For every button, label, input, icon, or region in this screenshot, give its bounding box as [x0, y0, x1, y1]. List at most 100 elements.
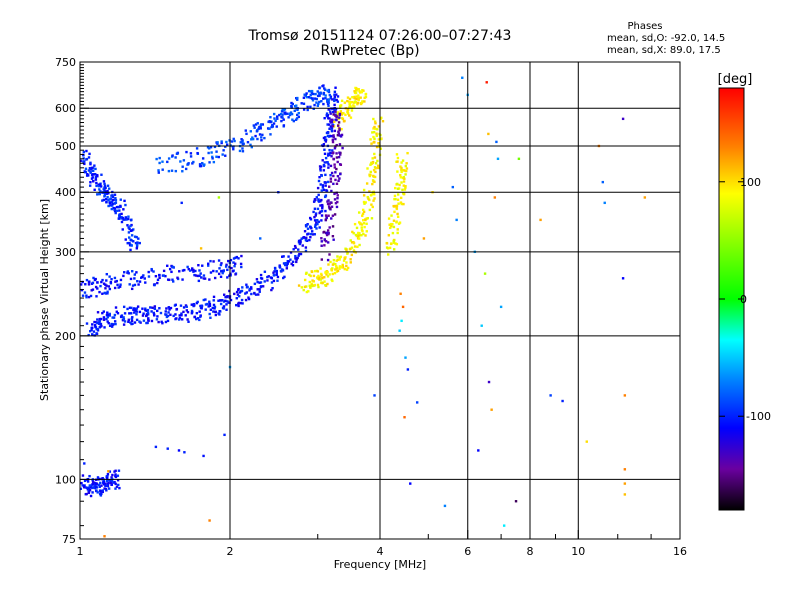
- trace-point: [213, 145, 217, 149]
- trace-point: [124, 216, 127, 219]
- trace-point: [318, 100, 321, 104]
- scatter-point: [514, 500, 518, 503]
- trace-point: [253, 282, 257, 286]
- trace-point: [171, 154, 174, 157]
- trace-point: [178, 314, 181, 317]
- trace-point: [97, 183, 100, 186]
- trace-point: [372, 141, 375, 144]
- trace-point: [323, 148, 326, 151]
- trace-point: [128, 312, 131, 315]
- trace-point: [316, 270, 320, 273]
- trace-point: [84, 167, 88, 170]
- trace-point: [278, 113, 281, 117]
- trace-point: [222, 149, 225, 152]
- trace-point: [105, 479, 109, 483]
- trace-point: [88, 488, 92, 492]
- trace-point: [270, 288, 273, 292]
- trace-point: [331, 149, 334, 152]
- trace-point: [299, 252, 303, 256]
- trace-point: [103, 291, 106, 295]
- trace-point: [320, 219, 323, 222]
- trace-point: [362, 232, 365, 236]
- trace-point: [131, 270, 134, 273]
- scatter-point: [502, 524, 506, 527]
- trace-point: [359, 222, 362, 225]
- trace-point: [335, 167, 338, 171]
- trace-point: [240, 265, 243, 269]
- trace-point: [314, 212, 318, 215]
- trace-point: [105, 317, 108, 321]
- scatter-point: [643, 196, 647, 199]
- trace-point: [336, 200, 339, 204]
- trace-point: [326, 99, 329, 102]
- trace-point: [87, 333, 90, 337]
- trace-point: [326, 241, 330, 244]
- trace-point: [94, 325, 97, 328]
- trace-point: [85, 174, 89, 177]
- trace-point: [320, 244, 323, 247]
- trace-point: [96, 329, 100, 332]
- trace-point: [99, 183, 102, 186]
- trace-point: [366, 167, 369, 170]
- trace-point: [209, 259, 212, 263]
- trace-point: [113, 320, 117, 323]
- trace-point: [212, 310, 215, 313]
- trace-point: [226, 295, 229, 298]
- trace-point: [279, 112, 283, 116]
- trace-point: [268, 127, 271, 130]
- trace-point: [266, 127, 270, 130]
- trace-point: [195, 311, 199, 315]
- trace-point: [110, 483, 114, 486]
- trace-point: [357, 94, 360, 97]
- trace-point: [319, 92, 323, 95]
- trace-point: [209, 146, 213, 149]
- trace-point: [208, 278, 211, 281]
- trace-point: [333, 97, 336, 101]
- trace-point: [181, 170, 184, 173]
- trace-point: [95, 295, 98, 298]
- trace-point: [177, 318, 181, 321]
- trace-point: [324, 94, 327, 97]
- trace-point: [373, 125, 376, 129]
- trace-point: [300, 286, 304, 289]
- trace-point: [232, 261, 235, 264]
- trace-point: [115, 279, 119, 283]
- trace-point: [294, 118, 298, 121]
- trace-point: [324, 218, 328, 221]
- trace-point: [240, 298, 244, 302]
- trace-point: [329, 95, 333, 98]
- trace-point: [377, 142, 380, 145]
- trace-point: [356, 101, 360, 105]
- trace-point: [167, 169, 171, 173]
- trace-point: [345, 268, 349, 271]
- trace-point: [329, 207, 332, 210]
- trace-point: [372, 168, 376, 172]
- trace-point: [86, 480, 90, 483]
- trace-point: [222, 300, 226, 303]
- trace-point: [90, 289, 93, 292]
- scatter-point: [623, 394, 627, 397]
- trace-point: [375, 132, 378, 135]
- trace-point: [208, 304, 212, 307]
- trace-point: [309, 274, 312, 278]
- scatter-point: [487, 132, 490, 136]
- trace-point: [334, 137, 337, 141]
- trace-point: [333, 120, 336, 123]
- trace-point: [168, 306, 171, 310]
- trace-point: [306, 233, 309, 236]
- scatter-point: [451, 185, 455, 189]
- trace-point: [250, 287, 253, 290]
- trace-point: [317, 274, 320, 278]
- scatter-point: [166, 447, 169, 450]
- trace-point: [379, 137, 383, 141]
- trace-point: [352, 249, 356, 252]
- trace-point: [114, 211, 117, 215]
- trace-point: [220, 141, 223, 145]
- trace-point: [212, 269, 215, 273]
- trace-point: [396, 160, 399, 163]
- trace-point: [357, 231, 360, 235]
- trace-point: [142, 312, 145, 315]
- trace-point: [311, 99, 315, 102]
- trace-point: [144, 307, 147, 310]
- trace-point: [144, 281, 147, 284]
